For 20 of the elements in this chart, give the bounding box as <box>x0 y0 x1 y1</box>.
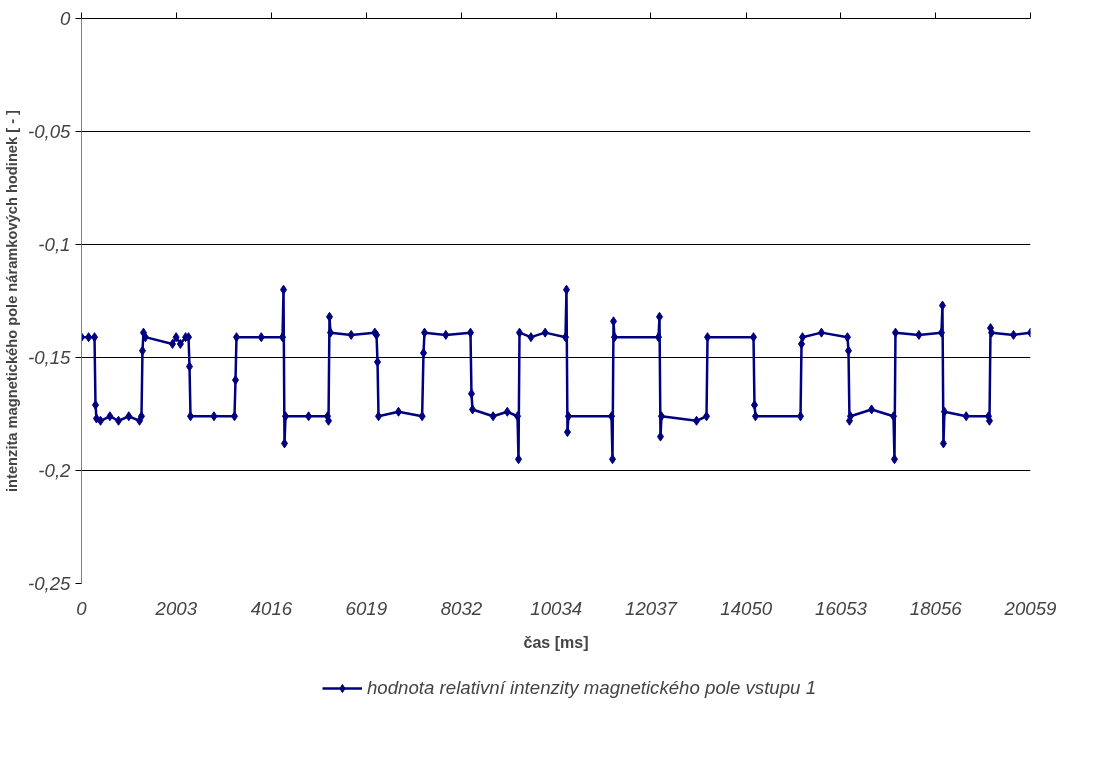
y-tick-label: -0,1 <box>38 234 71 255</box>
x-tick-label: 16053 <box>815 597 868 619</box>
x-axis-title: čas [ms] <box>523 633 589 651</box>
y-tick-label: -0,25 <box>27 573 72 594</box>
x-tick-label: 2003 <box>154 597 198 619</box>
y-axis-title: intenzita magnetického pole náramkových hodinek [ - ] <box>3 109 20 492</box>
x-tick-label: 12037 <box>625 597 678 619</box>
legend-label: hodnota relativní intenzity magnetického pole vstupu 1 <box>366 677 817 699</box>
x-tick-label: 10034 <box>530 597 583 619</box>
x-tick-label: 8032 <box>440 597 483 619</box>
x-tick-label: 4016 <box>250 597 293 619</box>
x-tick-label: 6019 <box>345 597 388 619</box>
y-tick-label: -0,05 <box>27 121 72 142</box>
x-tick-label: 14050 <box>720 597 773 619</box>
y-tick-label: -0,2 <box>38 460 72 481</box>
x-tick-label: 20059 <box>1003 597 1057 619</box>
x-tick-label: 18056 <box>909 597 963 619</box>
y-tick-label: 0 <box>60 8 72 29</box>
y-tick-label: -0,15 <box>27 347 72 368</box>
x-tick-label: 0 <box>76 597 88 619</box>
